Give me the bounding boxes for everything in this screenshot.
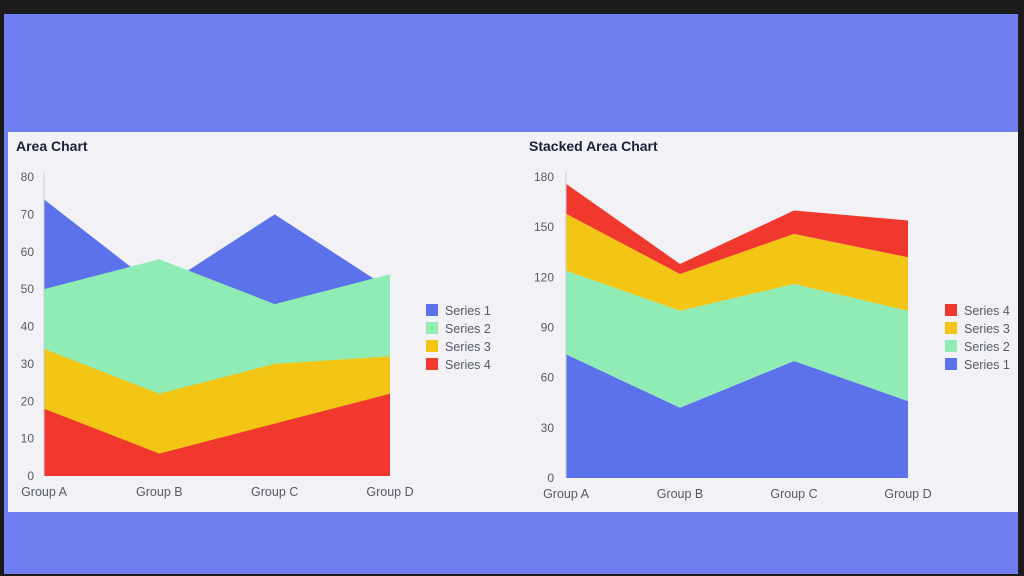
stacked-y-tick-label: 180 <box>534 170 554 184</box>
stacked-legend-swatch <box>945 322 957 334</box>
stacked-area-chart: 0 30 60 90 120 150 180 Group A Group B Group C Gro… <box>534 170 1010 501</box>
stacked-legend-swatch <box>945 304 957 316</box>
area-legend-swatch <box>426 304 438 316</box>
stacked-series-1-area <box>566 354 908 478</box>
stacked-series-4-area <box>566 183 908 274</box>
area-y-tick-label: 10 <box>21 432 35 446</box>
area-x-tick-label: Group B <box>136 485 183 499</box>
area-x-tick-label: Group C <box>251 485 298 499</box>
display-screen: Area Chart Stacked Area Chart 0 10 20 30 40 5… <box>4 14 1018 574</box>
area-chart: 0 10 20 30 40 50 60 70 80 Group A Group B Group C Gr… <box>21 170 491 499</box>
stacked-legend-label: Series 3 <box>964 322 1010 336</box>
stacked-x-tick-label: Group B <box>657 487 704 501</box>
area-legend-label: Series 3 <box>445 340 491 354</box>
stacked-series-3-area <box>566 213 908 311</box>
area-legend-label: Series 4 <box>445 358 491 372</box>
area-legend-swatch <box>426 340 438 352</box>
stacked-series-2-area <box>566 270 908 408</box>
stacked-y-tick-label: 120 <box>534 270 554 284</box>
stacked-legend-label: Series 4 <box>964 304 1010 318</box>
stacked-legend-swatch <box>945 340 957 352</box>
stacked-legend-swatch <box>945 358 957 370</box>
stacked-x-tick-label: Group C <box>770 487 817 501</box>
area-legend-swatch <box>426 358 438 370</box>
area-y-tick-label: 0 <box>27 469 34 483</box>
area-legend-label: Series 2 <box>445 322 491 336</box>
stacked-y-tick-label: 60 <box>541 371 555 385</box>
stacked-y-tick-label: 150 <box>534 220 554 234</box>
stacked-legend-label: Series 1 <box>964 358 1010 372</box>
area-x-tick-label: Group A <box>21 485 68 499</box>
stacked-x-tick-label: Group D <box>884 487 931 501</box>
area-y-tick-label: 80 <box>21 170 35 184</box>
charts-svg: Area Chart Stacked Area Chart 0 10 20 30 40 5… <box>16 138 1010 501</box>
stacked-y-tick-label: 30 <box>541 421 555 435</box>
area-x-tick-label: Group D <box>366 485 413 499</box>
area-y-tick-label: 50 <box>21 282 35 296</box>
area-legend-swatch <box>426 322 438 334</box>
area-legend-label: Series 1 <box>445 304 491 318</box>
area-y-tick-label: 30 <box>21 357 35 371</box>
area-y-tick-label: 70 <box>21 207 35 221</box>
area-series-4-area <box>44 393 390 476</box>
stacked-area-chart-title: Stacked Area Chart <box>529 138 658 154</box>
area-chart-title: Area Chart <box>16 138 88 154</box>
stacked-y-tick-label: 0 <box>547 471 554 485</box>
area-y-tick-label: 20 <box>21 394 35 408</box>
area-y-tick-label: 60 <box>21 245 35 259</box>
stacked-x-tick-label: Group A <box>543 487 590 501</box>
area-y-tick-label: 40 <box>21 320 35 334</box>
stacked-legend-label: Series 2 <box>964 340 1010 354</box>
charts-panel: Area Chart Stacked Area Chart 0 10 20 30 40 5… <box>8 132 1018 512</box>
stacked-y-tick-label: 90 <box>541 321 555 335</box>
